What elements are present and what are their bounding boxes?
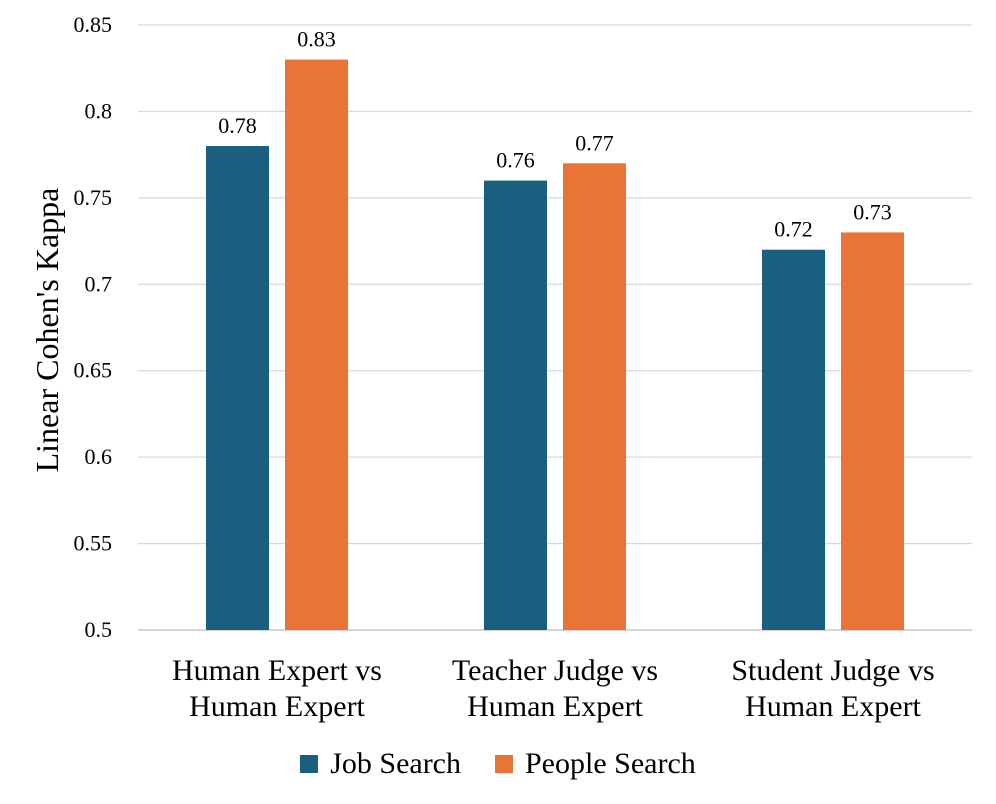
y-axis-ticks: 0.5 0.55 0.6 0.65 0.7 0.75 0.8 0.85 (74, 12, 113, 642)
y-tick-label: 0.7 (85, 271, 113, 296)
data-label-job-search: 0.78 (218, 113, 257, 138)
legend-item-job-search: Job Search (300, 747, 461, 781)
bar-people-search (285, 59, 348, 631)
legend: Job Search People Search (0, 742, 996, 786)
x-category-label: Human Expert (467, 690, 643, 723)
y-tick-label: 0.6 (85, 444, 113, 469)
y-tick-label: 0.8 (85, 98, 113, 123)
legend-label-people-search: People Search (525, 747, 696, 780)
y-axis-title: Linear Cohen's Kappa (29, 188, 65, 473)
data-label-job-search: 0.72 (774, 217, 813, 242)
y-tick-label: 0.55 (74, 531, 113, 556)
x-category-label: Student Judge vs (731, 654, 934, 687)
y-tick-label: 0.5 (85, 617, 113, 642)
bar-people-search (563, 163, 626, 631)
x-category-label: Human Expert (189, 690, 365, 723)
y-tick-label: 0.75 (74, 185, 113, 210)
x-category-label: Human Expert (745, 690, 921, 723)
bar-job-search (484, 180, 547, 631)
x-category-label: Teacher Judge vs (452, 654, 658, 687)
data-label-job-search: 0.76 (496, 148, 535, 173)
data-labels: 0.78 0.83 0.76 0.77 0.72 0.73 (218, 27, 892, 242)
legend-label-job-search: Job Search (330, 747, 461, 780)
legend-item-people-search: People Search (495, 747, 696, 781)
y-tick-label: 0.85 (74, 12, 113, 37)
legend-swatch-job-search (300, 755, 319, 773)
x-category-label: Human Expert vs (172, 654, 382, 687)
data-label-people-search: 0.73 (853, 199, 892, 224)
bars (206, 59, 904, 631)
bar-chart: 0.50.550.60.650.70.750.80.85 0.780.830.7… (29, 12, 972, 723)
y-tick-label: 0.65 (74, 358, 113, 383)
data-label-people-search: 0.83 (297, 27, 336, 52)
gridlines (138, 24, 972, 631)
bar-people-search (841, 232, 904, 630)
data-label-people-search: 0.77 (575, 130, 614, 155)
bar-job-search (206, 146, 269, 630)
legend-swatch-people-search (495, 755, 513, 773)
bar-job-search (762, 249, 825, 630)
